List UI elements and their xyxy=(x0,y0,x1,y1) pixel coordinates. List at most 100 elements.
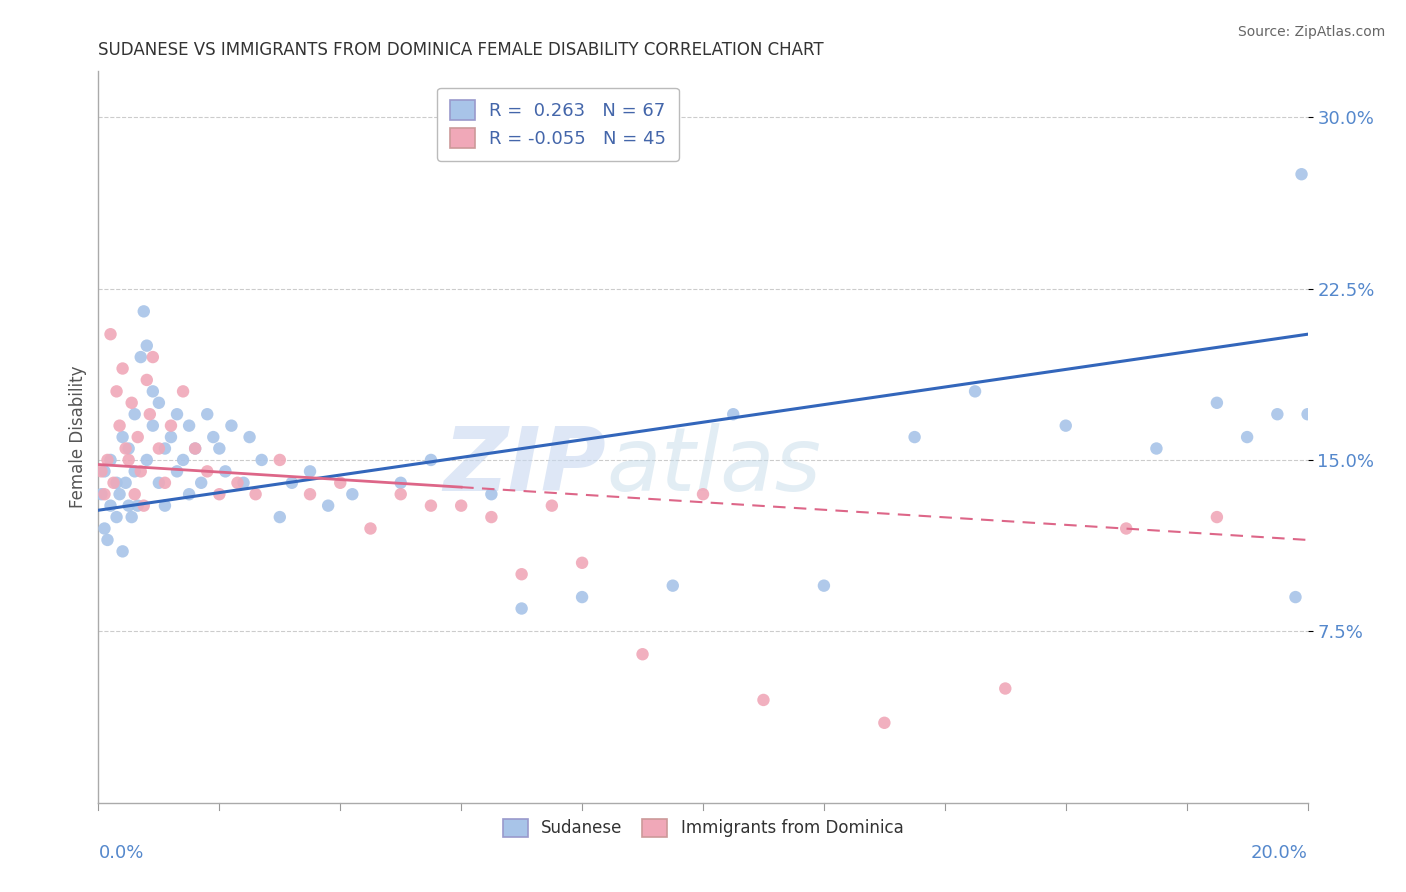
Point xyxy=(172,384,194,399)
Point xyxy=(994,681,1017,696)
Point xyxy=(208,442,231,456)
Point xyxy=(208,487,231,501)
Text: 0.0%: 0.0% xyxy=(98,844,143,862)
Point xyxy=(160,418,183,433)
Point xyxy=(420,499,443,513)
Point xyxy=(269,453,291,467)
Point xyxy=(510,601,533,615)
Text: ZIP: ZIP xyxy=(443,423,606,510)
Point xyxy=(360,521,382,535)
Point xyxy=(1267,407,1289,421)
Point xyxy=(118,453,141,467)
Legend: Sudanese, Immigrants from Dominica: Sudanese, Immigrants from Dominica xyxy=(495,810,911,846)
Point xyxy=(389,487,412,501)
Point xyxy=(481,487,503,501)
Point xyxy=(135,338,157,352)
Point xyxy=(571,556,593,570)
Point xyxy=(127,499,149,513)
Point xyxy=(281,475,304,490)
Point xyxy=(132,499,155,513)
Point xyxy=(510,567,533,582)
Point xyxy=(813,579,835,593)
Point xyxy=(103,475,125,490)
Point xyxy=(127,430,149,444)
Point xyxy=(232,475,254,490)
Point xyxy=(93,487,115,501)
Point xyxy=(139,407,162,421)
Point xyxy=(269,510,291,524)
Point xyxy=(135,373,157,387)
Point xyxy=(135,453,157,467)
Point xyxy=(904,430,927,444)
Point xyxy=(105,384,128,399)
Point xyxy=(153,442,176,456)
Point xyxy=(226,475,249,490)
Point xyxy=(1054,418,1077,433)
Point xyxy=(481,510,503,524)
Text: Source: ZipAtlas.com: Source: ZipAtlas.com xyxy=(1237,25,1385,39)
Point xyxy=(184,442,207,456)
Point xyxy=(100,499,122,513)
Point xyxy=(420,453,443,467)
Point xyxy=(1146,442,1168,456)
Point xyxy=(202,430,225,444)
Point xyxy=(148,442,170,456)
Point xyxy=(114,475,136,490)
Point xyxy=(129,350,152,364)
Point xyxy=(142,418,165,433)
Point xyxy=(129,464,152,478)
Point xyxy=(1284,590,1306,604)
Point xyxy=(100,327,122,342)
Point xyxy=(121,396,143,410)
Point xyxy=(631,647,654,661)
Point xyxy=(190,475,212,490)
Point xyxy=(661,579,683,593)
Point xyxy=(124,407,146,421)
Point xyxy=(184,442,207,456)
Point xyxy=(723,407,745,421)
Point xyxy=(195,464,218,478)
Text: 20.0%: 20.0% xyxy=(1251,844,1308,862)
Point xyxy=(111,361,134,376)
Text: SUDANESE VS IMMIGRANTS FROM DOMINICA FEMALE DISABILITY CORRELATION CHART: SUDANESE VS IMMIGRANTS FROM DOMINICA FEM… xyxy=(98,41,824,59)
Y-axis label: Female Disability: Female Disability xyxy=(69,366,87,508)
Point xyxy=(90,487,112,501)
Point xyxy=(108,487,131,501)
Point xyxy=(118,442,141,456)
Point xyxy=(124,487,146,501)
Point xyxy=(153,499,176,513)
Point xyxy=(1291,167,1313,181)
Text: atlas: atlas xyxy=(606,424,821,509)
Point xyxy=(90,464,112,478)
Point xyxy=(114,442,136,456)
Point xyxy=(316,499,339,513)
Point xyxy=(121,510,143,524)
Point xyxy=(148,396,170,410)
Point xyxy=(179,487,201,501)
Point xyxy=(108,418,131,433)
Point xyxy=(245,487,267,501)
Point xyxy=(93,521,115,535)
Point xyxy=(329,475,352,490)
Point xyxy=(250,453,273,467)
Point xyxy=(571,590,593,604)
Point xyxy=(96,533,118,547)
Point xyxy=(100,453,122,467)
Point xyxy=(1206,396,1229,410)
Point xyxy=(752,693,775,707)
Point xyxy=(299,487,322,501)
Point xyxy=(142,384,165,399)
Point xyxy=(142,350,165,364)
Point xyxy=(132,304,155,318)
Point xyxy=(111,430,134,444)
Point xyxy=(214,464,236,478)
Point xyxy=(118,499,141,513)
Point xyxy=(1115,521,1137,535)
Point xyxy=(1236,430,1258,444)
Point xyxy=(105,475,128,490)
Point xyxy=(160,430,183,444)
Point xyxy=(166,464,188,478)
Point xyxy=(172,453,194,467)
Point xyxy=(965,384,987,399)
Point xyxy=(124,464,146,478)
